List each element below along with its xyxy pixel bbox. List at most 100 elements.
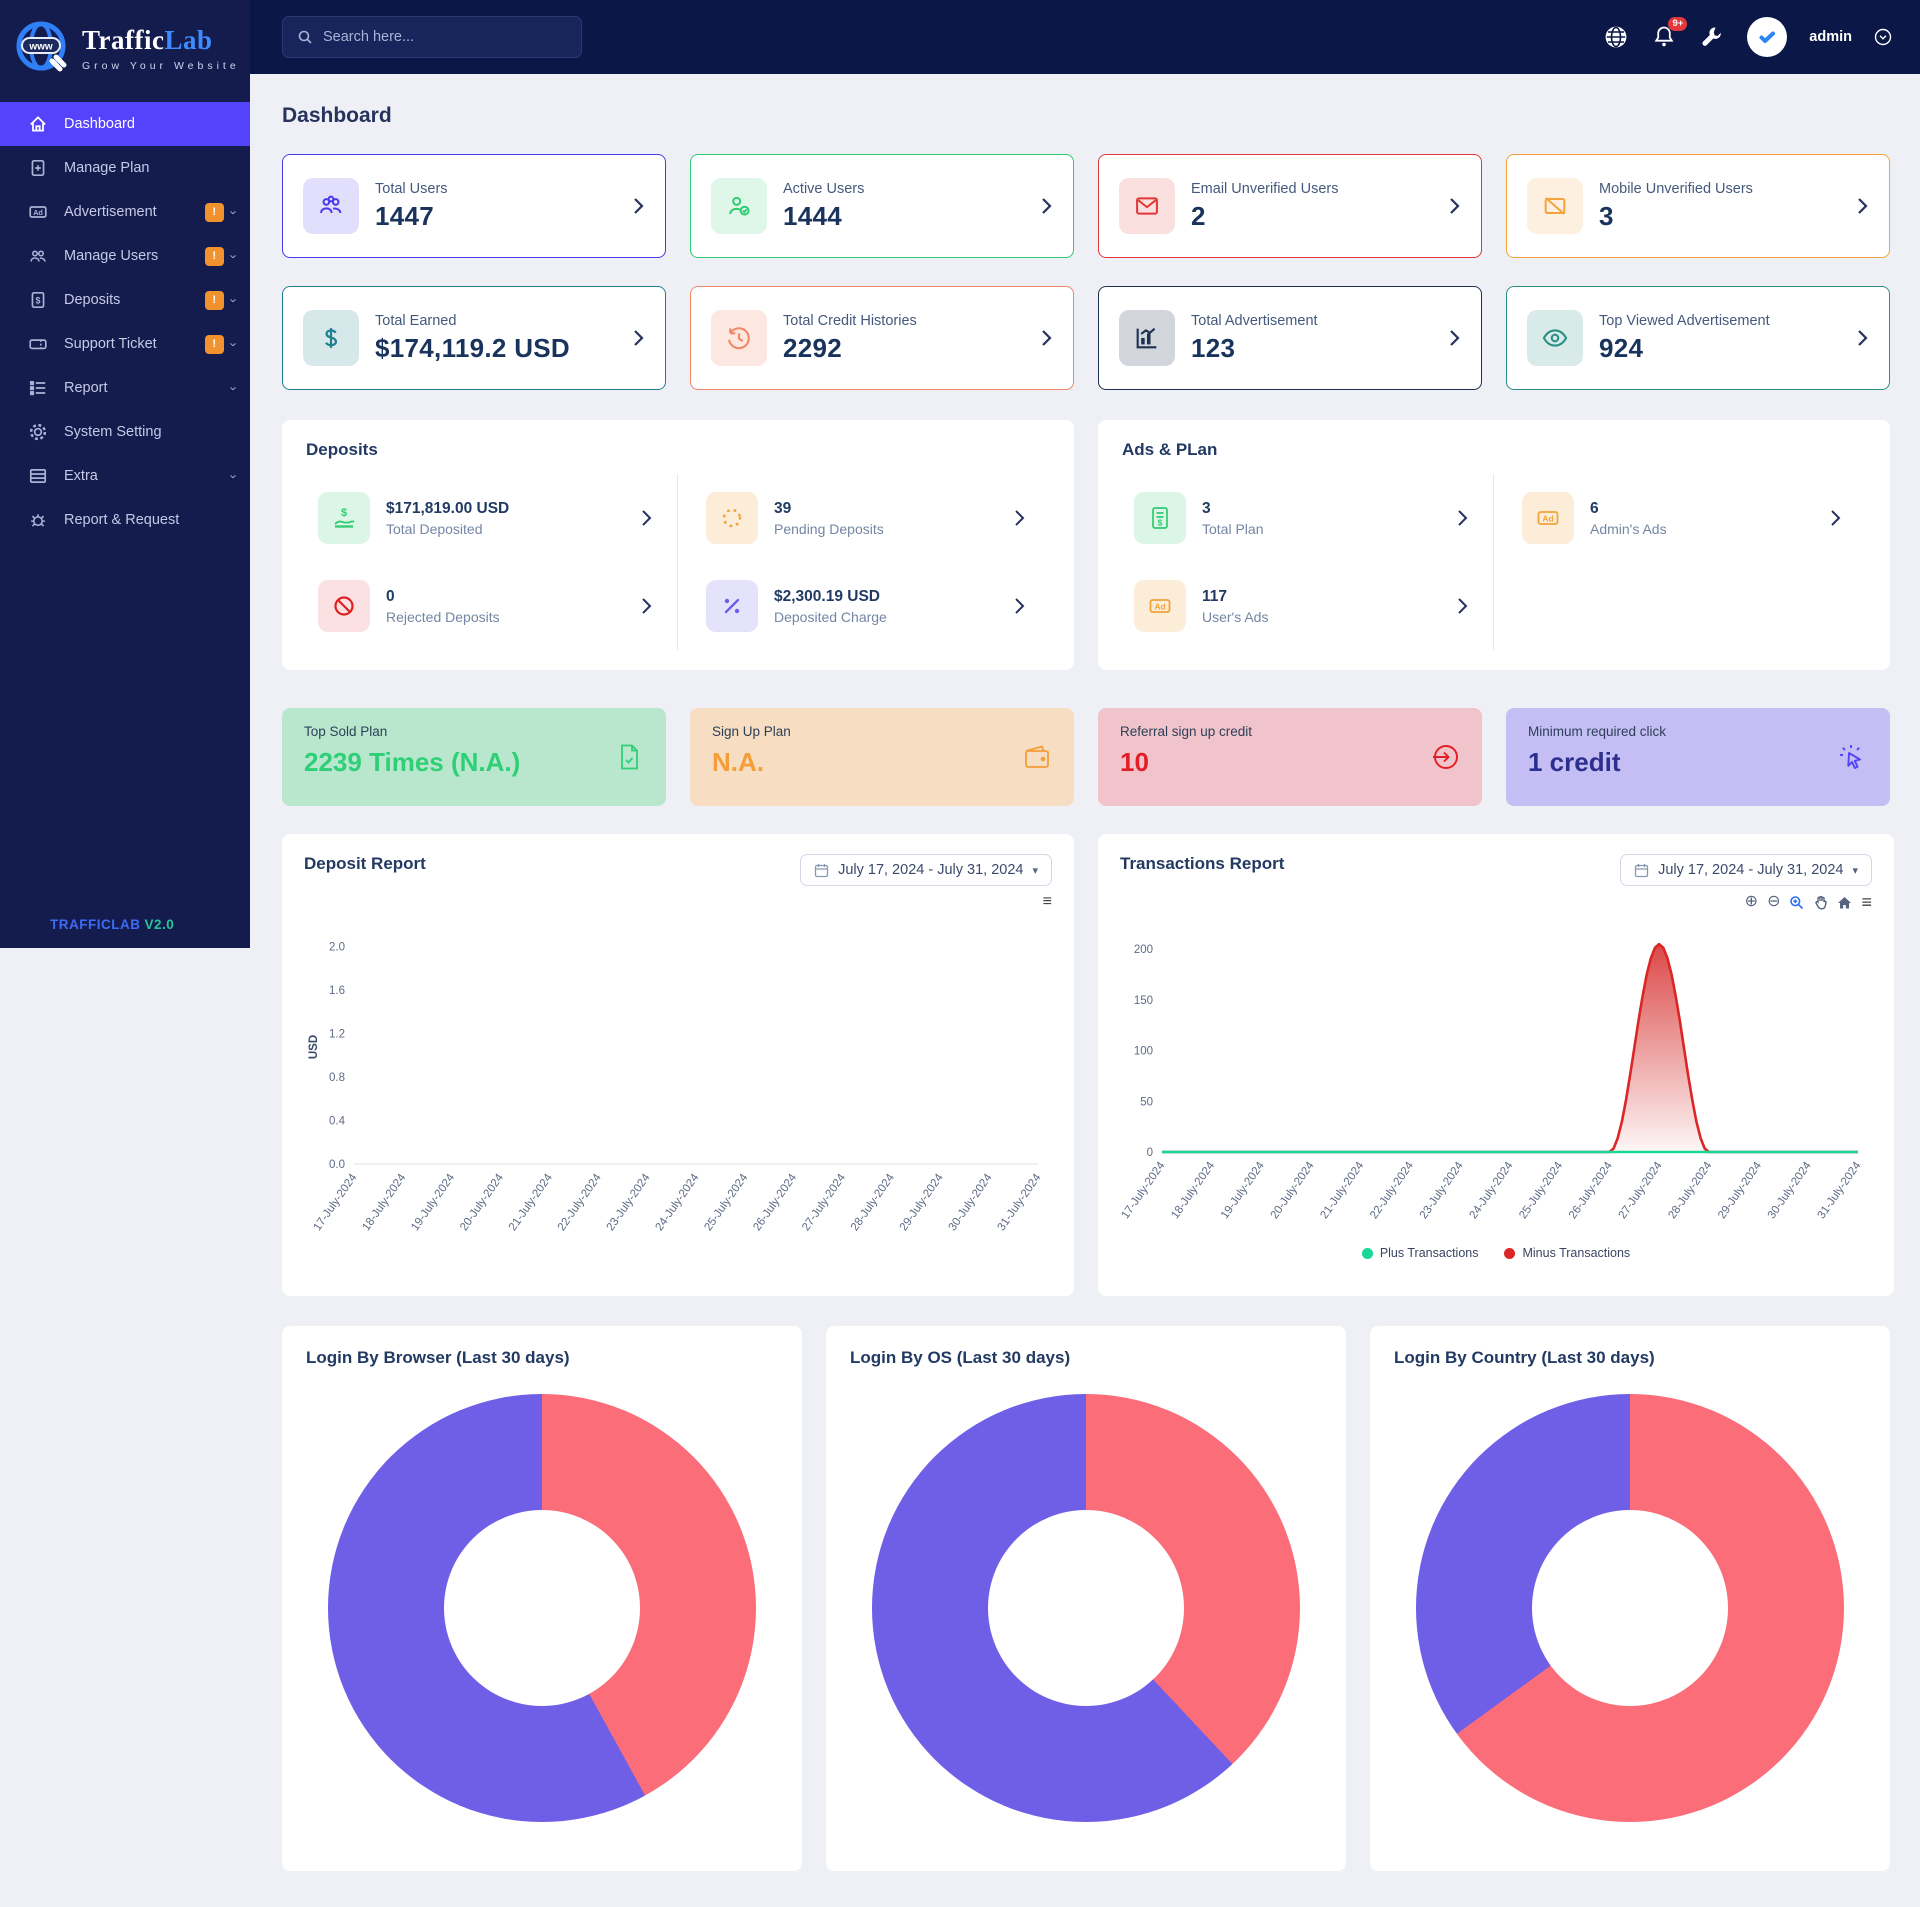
brand-tagline: Grow Your Website [82, 59, 240, 72]
ads-total-plan[interactable]: $ 3 Total Plan [1122, 474, 1494, 562]
login-by-browser-donut-chart[interactable] [328, 1394, 756, 1822]
svg-text:0.4: 0.4 [329, 1115, 346, 1127]
svg-text:18-July-2024: 18-July-2024 [360, 1171, 408, 1233]
panel-title: Login By Country (Last 30 days) [1394, 1348, 1655, 1367]
sign-up-plan-card: Sign Up Plan N.A. [690, 708, 1074, 806]
chart-bar-icon [1119, 310, 1175, 366]
username-label: admin [1809, 29, 1852, 45]
login-by-country-donut-chart[interactable] [1416, 1394, 1844, 1822]
summary-panels-row: Deposits $ $171,819.00 USD Total Deposite… [282, 420, 1890, 670]
menu-icon[interactable]: ≡ [1861, 892, 1872, 912]
sidebar-item-report-request[interactable]: Report & Request [0, 498, 250, 542]
transactions-date-range-select[interactable]: July 17, 2024 - July 31, 2024 ▾ [1620, 854, 1872, 886]
highlight-label: Sign Up Plan [712, 724, 791, 739]
ads-user-ads[interactable]: Ad 117 User's Ads [1122, 562, 1494, 650]
stat-card-email-unverified[interactable]: Email Unverified Users 2 [1098, 154, 1482, 258]
zoom-in-icon[interactable]: ⊕ [1744, 893, 1759, 910]
deposit-report-chart[interactable]: 2.0 1.6 1.2 0.8 0.4 0.017-July-2024 18-July-20… [304, 914, 1052, 1262]
sidebar-item-advertisement[interactable]: Ad Advertisement ! › [0, 190, 250, 234]
notifications-bell-icon[interactable]: 9+ [1651, 17, 1688, 50]
info-label: Total Deposited [386, 520, 483, 537]
transactions-report-chart[interactable]: 200 150 100 50 017-July-2024 18-July-2024 19-J… [1120, 914, 1872, 1244]
date-range-label: July 17, 2024 - July 31, 2024 [838, 862, 1024, 878]
date-range-label: July 17, 2024 - July 31, 2024 [1658, 862, 1844, 878]
menu-icon[interactable]: ≡ [1042, 893, 1052, 910]
stat-card-total-advertisement[interactable]: Total Advertisement 123 [1098, 286, 1482, 390]
alert-badge: ! [204, 202, 224, 222]
pan-icon[interactable] [1813, 895, 1828, 910]
sidebar-item-extra[interactable]: Extra › [0, 454, 250, 498]
user-check-icon [711, 178, 767, 234]
envelope-icon [1119, 178, 1175, 234]
deposit-date-range-select[interactable]: July 17, 2024 - July 31, 2024 ▾ [800, 854, 1052, 886]
users-icon [28, 246, 48, 266]
ads-plan-panel: Ads & PLan $ 3 Total Plan Ad 6 Admin's Ads… [1098, 420, 1890, 670]
stat-card-total-earned[interactable]: Total Earned $174,119.2 USD [282, 286, 666, 390]
sidebar-item-manage-plan[interactable]: Manage Plan [0, 146, 250, 190]
search-box[interactable] [282, 16, 582, 58]
donut-hole [1532, 1510, 1728, 1706]
legend-plus-transactions[interactable]: Plus Transactions [1361, 1246, 1478, 1260]
stat-card-active-users[interactable]: Active Users 1444 [690, 154, 1074, 258]
language-globe-icon[interactable] [1603, 24, 1629, 50]
search-input[interactable] [323, 29, 567, 45]
highlight-label: Top Sold Plan [304, 724, 388, 739]
stat-card-mobile-unverified[interactable]: Mobile Unverified Users 3 [1506, 154, 1890, 258]
selection-zoom-icon[interactable] [1789, 895, 1804, 910]
account-chevron-down-icon[interactable] [1874, 28, 1892, 46]
stat-label: Total Credit Histories [783, 312, 917, 329]
brand-name: TrafficLab [82, 24, 213, 55]
stat-card-top-viewed-ad[interactable]: Top Viewed Advertisement 924 [1506, 286, 1890, 390]
wrench-icon[interactable] [1699, 24, 1725, 50]
chevron-right-icon [1857, 329, 1869, 347]
svg-text:19-July-2024: 19-July-2024 [409, 1171, 457, 1233]
sidebar-item-deposits[interactable]: $ Deposits ! › [0, 278, 250, 322]
svg-text:22-July-2024: 22-July-2024 [1368, 1159, 1416, 1221]
dollar-icon [303, 310, 359, 366]
sign-in-icon [1430, 742, 1460, 772]
document-icon [614, 742, 644, 772]
sidebar-item-label: Report & Request [64, 512, 180, 528]
chevron-right-icon [633, 329, 645, 347]
sidebar-item-system-setting[interactable]: System Setting [0, 410, 250, 454]
chevron-down-icon: › [226, 253, 242, 259]
stat-value: 924 [1599, 332, 1644, 363]
sidebar-item-dashboard[interactable]: Dashboard [0, 102, 250, 146]
info-value: 39 [774, 499, 792, 517]
chevron-down-icon: › [226, 473, 242, 479]
svg-text:31-July-2024: 31-July-2024 [995, 1171, 1043, 1233]
zoom-out-icon[interactable]: ⊖ [1767, 893, 1781, 910]
deposit-report-panel: Deposit Report July 17, 2024 - July 31, … [282, 834, 1074, 1296]
brand-logo[interactable]: www TrafficLab Grow Your Website [0, 0, 250, 92]
login-charts-row: Login By Browser (Last 30 days) Login By… [282, 1326, 1890, 1871]
spinner-icon [706, 492, 758, 544]
transactions-report-panel: Transactions Report July 17, 2024 - July… [1098, 834, 1894, 1296]
svg-text:21-July-2024: 21-July-2024 [507, 1171, 555, 1233]
sidebar-item-manage-users[interactable]: Manage Users ! › [0, 234, 250, 278]
deposits-pending[interactable]: 39 Pending Deposits [678, 474, 1050, 562]
ads-admin-ads[interactable]: Ad 6 Admin's Ads [1494, 474, 1866, 562]
chevron-down-icon: › [226, 385, 242, 391]
alert-badge: ! [204, 290, 224, 310]
info-label: Rejected Deposits [386, 608, 500, 625]
sidebar-item-support-ticket[interactable]: Support Ticket ! › [0, 322, 250, 366]
deposits-charge[interactable]: $2,300.19 USD Deposited Charge [678, 562, 1050, 650]
highlight-value: 1 credit [1528, 747, 1621, 777]
home-reset-icon[interactable] [1837, 895, 1852, 910]
alert-badge: ! [204, 246, 224, 266]
sidebar-item-report[interactable]: Report › [0, 366, 250, 410]
sidebar-item-label: Extra [64, 468, 98, 484]
svg-text:200: 200 [1134, 944, 1153, 956]
sidebar-item-label: Dashboard [64, 116, 135, 132]
highlight-value: N.A. [712, 747, 764, 777]
stat-card-credit-histories[interactable]: Total Credit Histories 2292 [690, 286, 1074, 390]
wallet-icon [1022, 742, 1052, 772]
info-value: 0 [386, 587, 395, 605]
legend-dot [1504, 1247, 1516, 1259]
login-by-os-donut-chart[interactable] [872, 1394, 1300, 1822]
avatar[interactable] [1747, 17, 1788, 57]
deposits-total-deposited[interactable]: $ $171,819.00 USD Total Deposited [306, 474, 678, 562]
stat-card-total-users[interactable]: Total Users 1447 [282, 154, 666, 258]
legend-minus-transactions[interactable]: Minus Transactions [1504, 1246, 1630, 1260]
deposits-rejected[interactable]: 0 Rejected Deposits [306, 562, 678, 650]
